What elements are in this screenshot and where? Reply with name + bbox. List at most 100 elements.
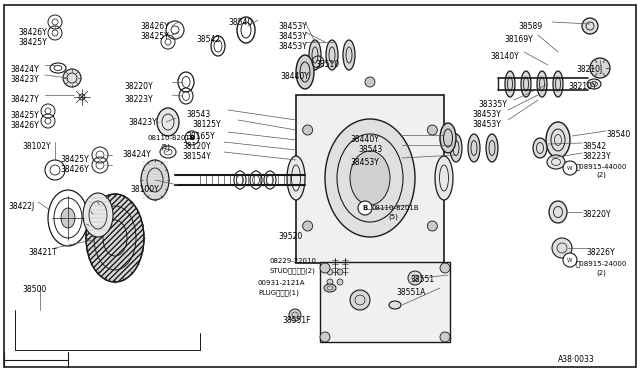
Ellipse shape bbox=[547, 155, 565, 169]
Text: 38453Y: 38453Y bbox=[472, 120, 501, 129]
Circle shape bbox=[428, 125, 437, 135]
Circle shape bbox=[303, 221, 313, 231]
Text: 38540: 38540 bbox=[228, 18, 252, 27]
Ellipse shape bbox=[546, 122, 570, 158]
Circle shape bbox=[552, 238, 572, 258]
Text: 38220Y: 38220Y bbox=[124, 82, 152, 91]
Ellipse shape bbox=[521, 71, 531, 97]
Text: 38543: 38543 bbox=[186, 110, 211, 119]
Text: A38·0033: A38·0033 bbox=[558, 355, 595, 364]
Ellipse shape bbox=[343, 40, 355, 70]
Text: 38426Y: 38426Y bbox=[18, 28, 47, 37]
Circle shape bbox=[303, 125, 313, 135]
Ellipse shape bbox=[326, 40, 338, 70]
Circle shape bbox=[320, 332, 330, 342]
Text: 38100Y: 38100Y bbox=[130, 185, 159, 194]
Circle shape bbox=[327, 269, 333, 275]
Circle shape bbox=[63, 69, 81, 87]
Text: 38453Y: 38453Y bbox=[278, 22, 307, 31]
Ellipse shape bbox=[553, 71, 563, 97]
Circle shape bbox=[440, 263, 450, 273]
Text: 38223Y: 38223Y bbox=[124, 95, 152, 104]
Text: 38223Y: 38223Y bbox=[582, 152, 611, 161]
Text: 38500: 38500 bbox=[22, 285, 46, 294]
Text: 38542: 38542 bbox=[582, 142, 606, 151]
Ellipse shape bbox=[537, 71, 547, 97]
Text: 38510: 38510 bbox=[315, 60, 339, 69]
Ellipse shape bbox=[324, 284, 336, 292]
Text: 38125Y: 38125Y bbox=[192, 120, 221, 129]
Ellipse shape bbox=[309, 40, 321, 70]
Text: (2): (2) bbox=[596, 269, 606, 276]
Text: 38424Y: 38424Y bbox=[122, 150, 151, 159]
Ellipse shape bbox=[325, 119, 415, 237]
Bar bbox=[296, 95, 444, 263]
Ellipse shape bbox=[533, 138, 547, 158]
Text: 38425Y: 38425Y bbox=[60, 155, 89, 164]
Text: B: B bbox=[189, 135, 195, 141]
Text: Ⓦ08915-44000: Ⓦ08915-44000 bbox=[576, 163, 627, 170]
Text: 38425Y: 38425Y bbox=[10, 111, 39, 120]
Ellipse shape bbox=[157, 108, 179, 136]
Text: 38120Y: 38120Y bbox=[182, 142, 211, 151]
Bar bbox=[320, 262, 450, 342]
Text: 38426Y: 38426Y bbox=[10, 121, 39, 130]
Circle shape bbox=[185, 131, 199, 145]
Circle shape bbox=[408, 271, 422, 285]
Ellipse shape bbox=[435, 156, 453, 200]
Text: 38542: 38542 bbox=[196, 35, 220, 44]
Text: STUDスタッド(2): STUDスタッド(2) bbox=[270, 267, 316, 274]
Text: 38551: 38551 bbox=[410, 275, 434, 284]
Circle shape bbox=[563, 161, 577, 175]
Ellipse shape bbox=[141, 160, 169, 200]
Ellipse shape bbox=[468, 134, 480, 162]
Text: 38220Y: 38220Y bbox=[582, 210, 611, 219]
Circle shape bbox=[358, 201, 372, 215]
Text: 08110-8201B: 08110-8201B bbox=[372, 205, 420, 211]
Text: 38102Y: 38102Y bbox=[22, 142, 51, 151]
Text: 38423Y: 38423Y bbox=[128, 118, 157, 127]
Text: 38453Y: 38453Y bbox=[472, 110, 501, 119]
Text: 38165Y: 38165Y bbox=[186, 132, 215, 141]
Circle shape bbox=[337, 279, 343, 285]
Text: 38453Y: 38453Y bbox=[350, 158, 379, 167]
Text: 38453Y: 38453Y bbox=[278, 42, 307, 51]
Ellipse shape bbox=[296, 55, 314, 89]
Circle shape bbox=[365, 269, 375, 279]
Circle shape bbox=[289, 309, 301, 321]
Circle shape bbox=[337, 269, 343, 275]
Text: (5): (5) bbox=[388, 213, 398, 219]
Text: 38543: 38543 bbox=[358, 145, 382, 154]
Text: 38140Y: 38140Y bbox=[490, 52, 519, 61]
Text: 38425Y: 38425Y bbox=[18, 38, 47, 47]
Circle shape bbox=[590, 58, 610, 78]
Text: 38551A: 38551A bbox=[396, 288, 426, 297]
Text: 38440Y: 38440Y bbox=[350, 135, 379, 144]
Ellipse shape bbox=[549, 201, 567, 223]
Text: W: W bbox=[567, 166, 573, 170]
Text: 38589: 38589 bbox=[518, 22, 542, 31]
Text: 38169Y: 38169Y bbox=[504, 35, 532, 44]
Text: (5): (5) bbox=[160, 143, 170, 150]
Text: W: W bbox=[567, 257, 573, 263]
Text: 38154Y: 38154Y bbox=[182, 152, 211, 161]
Text: 38425Y: 38425Y bbox=[140, 32, 169, 41]
Text: 38426Y: 38426Y bbox=[60, 165, 89, 174]
Text: 38453Y: 38453Y bbox=[278, 32, 307, 41]
Ellipse shape bbox=[350, 151, 390, 205]
Circle shape bbox=[440, 332, 450, 342]
Text: 38540: 38540 bbox=[606, 130, 630, 139]
Text: 38427Y: 38427Y bbox=[10, 95, 39, 104]
Text: 38421T: 38421T bbox=[28, 248, 56, 257]
Circle shape bbox=[350, 290, 370, 310]
Text: 38422J: 38422J bbox=[8, 202, 35, 211]
Text: 08110-8201B: 08110-8201B bbox=[148, 135, 196, 141]
Text: 38440Y: 38440Y bbox=[280, 72, 309, 81]
Text: (2): (2) bbox=[596, 172, 606, 179]
Text: 08229-22010: 08229-22010 bbox=[270, 258, 317, 264]
Circle shape bbox=[563, 253, 577, 267]
Ellipse shape bbox=[440, 123, 456, 153]
Text: 39520: 39520 bbox=[278, 232, 302, 241]
Ellipse shape bbox=[83, 193, 113, 237]
Ellipse shape bbox=[505, 71, 515, 97]
